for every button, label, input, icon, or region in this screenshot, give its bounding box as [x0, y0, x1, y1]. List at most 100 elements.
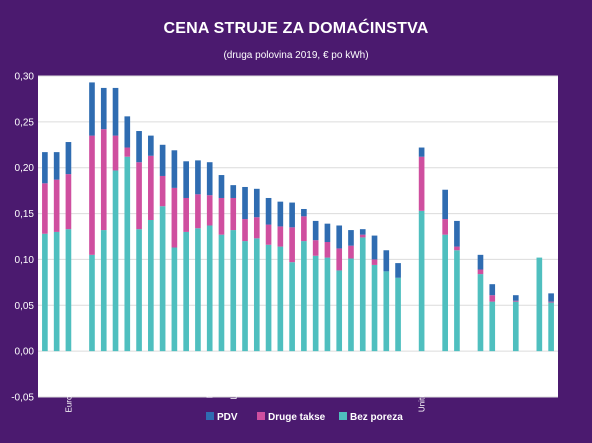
category-label: Belgium — [112, 355, 121, 384]
bar-segment — [136, 131, 142, 163]
bar-segment — [418, 156, 425, 211]
bar-segment — [395, 263, 401, 278]
bar-segment — [383, 271, 390, 352]
bar-segment — [242, 219, 248, 242]
bar-segment — [477, 274, 484, 352]
bar-segment — [253, 188, 260, 218]
bar-segment — [171, 247, 178, 352]
bar-segment — [159, 144, 166, 176]
bar-segment — [230, 197, 237, 231]
bar-segment — [195, 228, 201, 352]
y-tick-label: 0,30 — [15, 72, 35, 83]
bar-segment — [348, 230, 354, 246]
bar-segment — [289, 227, 295, 263]
bar-segment — [148, 155, 154, 220]
bar-segment — [477, 254, 484, 270]
bar-segment — [489, 301, 496, 352]
category-label: Hungary — [382, 355, 391, 385]
bar-segment — [277, 226, 284, 247]
bar-segment — [124, 116, 131, 148]
bar-segment — [218, 175, 225, 198]
bar-segment — [489, 295, 496, 302]
bar-segment — [418, 210, 425, 352]
bar-segment — [253, 217, 260, 239]
y-tick-label: 0,00 — [15, 347, 35, 358]
category-label: Slovenia — [265, 355, 274, 386]
bar-segment — [265, 224, 272, 245]
bar-segment — [171, 150, 178, 188]
bar-segment — [53, 152, 60, 180]
bar-segment — [277, 201, 284, 227]
bar-segment — [195, 194, 201, 229]
bar-segment — [548, 293, 554, 302]
category-label: Georgia — [547, 355, 556, 384]
category-label: Luxembourg — [229, 355, 238, 399]
bar-segment — [89, 135, 95, 255]
category-label: Estonia — [323, 355, 332, 382]
y-tick-label: 0,25 — [15, 117, 35, 128]
category-label: Serbia — [488, 355, 497, 379]
y-tick-label: 0,05 — [15, 301, 35, 312]
bar-segment — [371, 264, 378, 352]
bar-segment — [206, 162, 213, 196]
bar-segment — [265, 244, 272, 352]
bar-segment — [42, 183, 48, 234]
y-tick-label: 0,20 — [15, 163, 35, 174]
bar-segment — [289, 202, 295, 228]
category-label: Iceland — [453, 355, 462, 381]
bar-segment — [253, 238, 260, 352]
bar-segment — [454, 246, 460, 251]
bar-segment — [324, 242, 331, 258]
category-label: Moldova — [535, 355, 544, 386]
bar-segment — [359, 229, 366, 235]
category-label: Finland — [241, 355, 250, 381]
category-label: Bulgaria — [394, 355, 403, 385]
bar-segment — [371, 259, 378, 265]
bar-segment — [442, 234, 448, 352]
bar-segment — [206, 195, 213, 226]
category-label: Latvia — [276, 355, 285, 377]
bar-segment — [548, 301, 554, 303]
bar-segment — [324, 223, 331, 243]
bar-segment — [301, 241, 307, 352]
bar-segment — [312, 255, 319, 352]
bar-segment — [42, 152, 48, 184]
bar-segment — [242, 241, 248, 352]
bar-segment — [324, 257, 331, 352]
bar-segment — [65, 174, 72, 230]
bar-segment — [512, 295, 519, 301]
category-label: Romania — [312, 355, 321, 388]
bar-segment — [100, 230, 107, 352]
bar-segment — [53, 231, 60, 352]
bar-segment — [159, 175, 166, 207]
category-label: Greece — [300, 355, 309, 382]
bar-segment — [477, 269, 484, 275]
bar-segment — [489, 284, 496, 296]
bar-segment — [65, 229, 72, 352]
bar-segment — [418, 147, 425, 157]
bar-segment — [454, 220, 460, 247]
bar-segment — [159, 206, 166, 352]
bar-segment — [124, 156, 131, 352]
bar-segment — [89, 254, 95, 352]
bar-segment — [454, 250, 460, 352]
bar-segment — [112, 87, 119, 136]
y-tick-label: -0,05 — [11, 393, 34, 404]
category-label: Netherlands — [206, 355, 215, 398]
bar-segment — [536, 257, 543, 352]
bar-segment — [42, 233, 48, 352]
bar-segment — [548, 302, 554, 352]
category-label: Italy — [147, 355, 156, 370]
bar-segment — [383, 250, 390, 272]
bar-segment — [301, 208, 307, 217]
chart-title: CENA STRUJE ZA DOMAĆINSTVA — [163, 20, 429, 37]
category-label: EU-28 — [53, 355, 62, 378]
bar-segment — [301, 216, 307, 242]
bar-segment — [171, 187, 178, 248]
bar-segment — [312, 240, 319, 256]
bar-segment — [442, 189, 448, 220]
category-label: Euro area (EA... — [64, 355, 73, 412]
bar-segment — [348, 245, 354, 259]
